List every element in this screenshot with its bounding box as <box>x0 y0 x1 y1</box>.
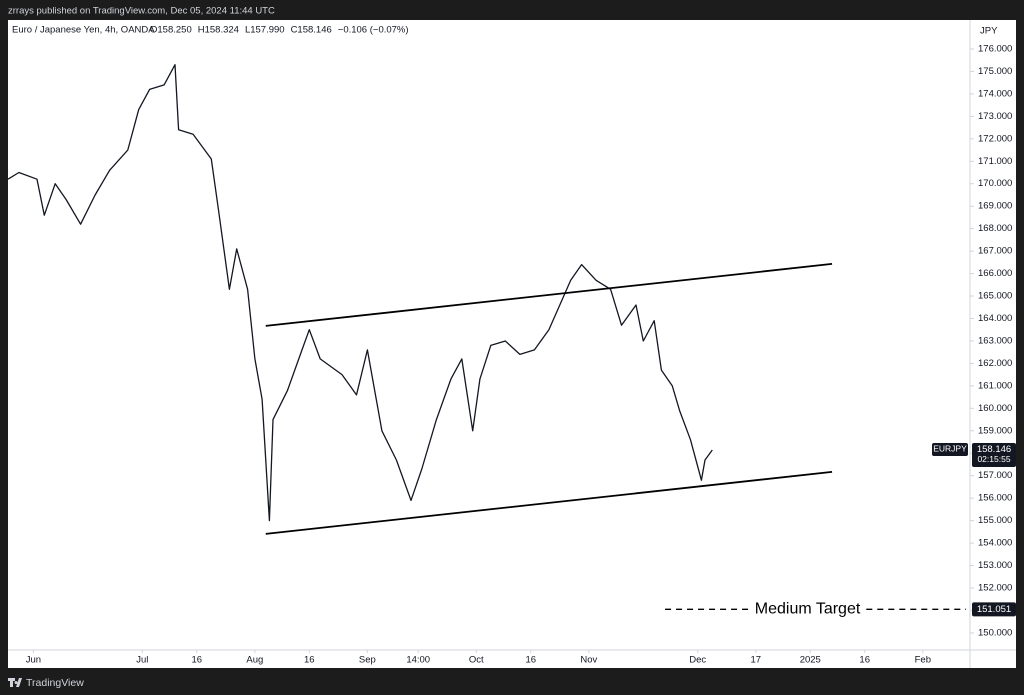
chart-panel <box>8 20 1016 668</box>
y-tick-label: 172.000 <box>978 133 1012 144</box>
y-tick-label: 164.000 <box>978 313 1012 324</box>
brand: TradingView <box>8 677 84 689</box>
last-price-tag <box>972 442 1016 467</box>
target-price-tag <box>972 602 1016 617</box>
y-tick-label: 166.000 <box>978 268 1012 279</box>
ohlc-value: L157.990 <box>245 25 285 36</box>
symbol-label: EURJPY <box>933 444 967 454</box>
y-tick-label: 155.000 <box>978 515 1012 526</box>
publisher-note: zrrays published on TradingView.com, Dec… <box>8 6 275 17</box>
trend-line <box>265 263 833 327</box>
x-tick-label: Nov <box>580 655 597 666</box>
ohlc-value: H158.324 <box>198 25 239 36</box>
countdown: 02:15:55 <box>977 454 1010 464</box>
x-tick-label: Jul <box>136 655 148 666</box>
y-tick-label: 173.000 <box>978 111 1012 122</box>
brand-logo <box>8 678 22 687</box>
ohlc-value: O158.250 <box>150 25 192 36</box>
y-tick-label: 150.000 <box>978 627 1012 638</box>
last-price-label: 158.146 <box>977 444 1011 455</box>
y-tick-label: 156.000 <box>978 493 1012 504</box>
y-tick-label: 162.000 <box>978 358 1012 369</box>
y-tick-label: 161.000 <box>978 380 1012 391</box>
y-tick-label: 160.000 <box>978 403 1012 414</box>
x-tick-label: Jun <box>26 655 41 666</box>
x-tick-label: 2025 <box>800 655 821 666</box>
brand-name: TradingView <box>26 677 84 689</box>
x-tick-label: 17 <box>751 655 762 666</box>
ohlc-value: −0.106 (−0.07%) <box>338 25 409 36</box>
y-tick-label: 170.000 <box>978 178 1012 189</box>
x-tick-label: 14:00 <box>406 655 430 666</box>
y-tick-label: 171.000 <box>978 156 1012 167</box>
y-tick-label: 153.000 <box>978 560 1012 571</box>
x-tick-label: Aug <box>246 655 263 666</box>
x-tick-label: 16 <box>191 655 202 666</box>
axis-unit: JPY <box>980 26 998 37</box>
y-tick-label: 169.000 <box>978 201 1012 212</box>
y-tick-label: 165.000 <box>978 291 1012 302</box>
chart-title: Euro / Japanese Yen, 4h, OANDA <box>12 25 155 36</box>
ohlc-value: C158.146 <box>291 25 332 36</box>
y-tick-label: 175.000 <box>978 66 1012 77</box>
y-tick-label: 167.000 <box>978 246 1012 257</box>
y-tick-label: 163.000 <box>978 335 1012 346</box>
symbol-tag <box>932 442 968 456</box>
price-line <box>7 64 713 522</box>
y-tick-label: 157.000 <box>978 470 1012 481</box>
y-tick-label: 174.000 <box>978 88 1012 99</box>
y-tick-label: 168.000 <box>978 223 1012 234</box>
x-tick-label: Oct <box>469 655 484 666</box>
target-label: Medium Target <box>755 601 861 618</box>
x-tick-label: 16 <box>859 655 870 666</box>
x-tick-label: Sep <box>359 655 376 666</box>
x-tick-label: 16 <box>525 655 536 666</box>
y-tick-label: 154.000 <box>978 538 1012 549</box>
x-tick-label: Dec <box>689 655 706 666</box>
target-price-label: 151.051 <box>977 604 1011 615</box>
y-tick-label: 176.000 <box>978 43 1012 54</box>
y-tick-label: 152.000 <box>978 583 1012 594</box>
y-tick-label: 159.000 <box>978 425 1012 436</box>
trend-line <box>265 470 833 535</box>
x-tick-label: Feb <box>915 655 931 666</box>
x-tick-label: 16 <box>304 655 315 666</box>
